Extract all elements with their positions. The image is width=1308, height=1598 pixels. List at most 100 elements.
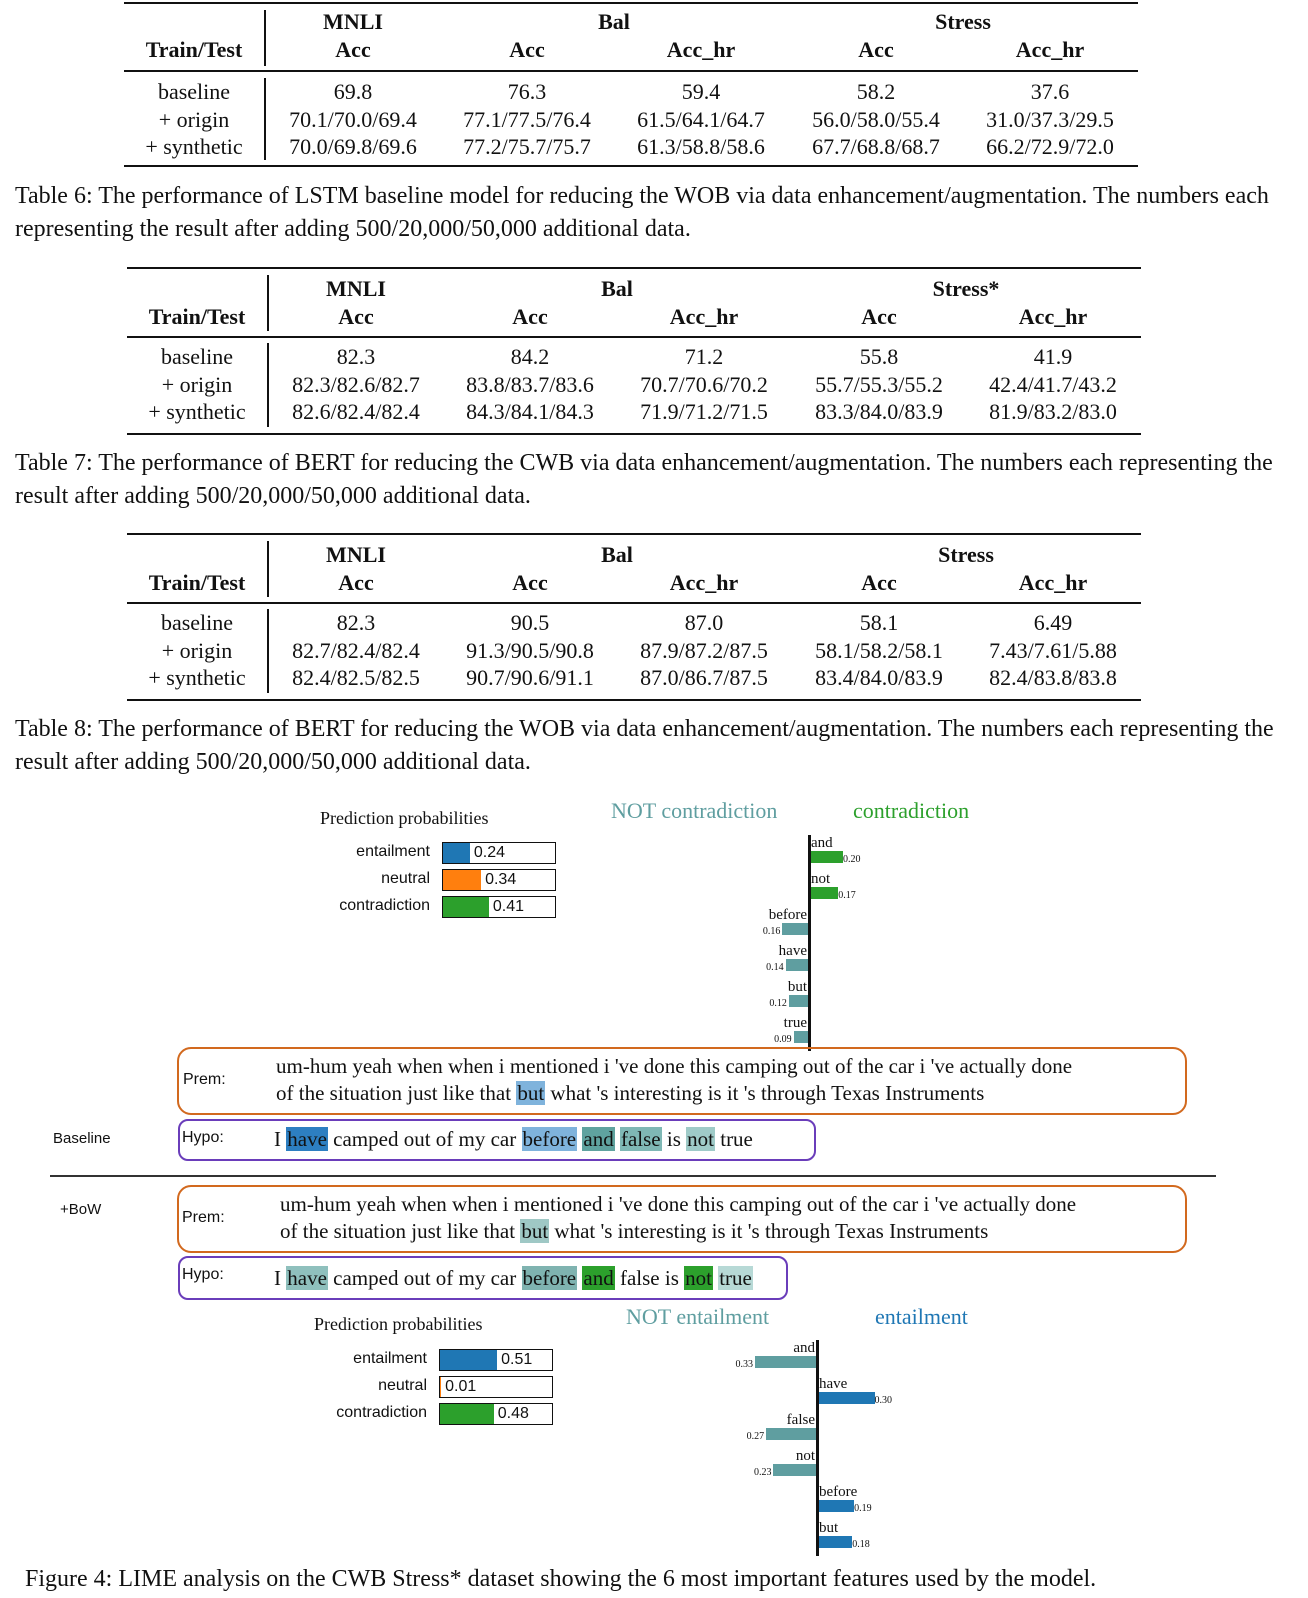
feature-weight: 0.30 <box>874 1395 893 1406</box>
premise-line-1: um-hum yeah when when i mentioned i 've … <box>280 1192 1077 1216</box>
feature-bar <box>785 959 808 971</box>
feature-bar <box>766 1428 816 1440</box>
probability-label: entailment <box>356 843 430 860</box>
table-cell: 83.8/83.7/83.6 <box>466 371 594 397</box>
row-label: baseline <box>160 344 234 369</box>
lime-axis <box>816 1340 819 1556</box>
table-cell: 76.3 <box>507 79 547 104</box>
table-cell: 67.7/68.8/68.7 <box>812 134 940 159</box>
hypothesis-box: Hypo: I have camped out of my car before… <box>178 1119 816 1161</box>
row-label: + synthetic <box>145 134 243 159</box>
bottom-rule <box>127 433 1141 435</box>
column-divider <box>267 343 269 427</box>
row-label: baseline <box>160 610 234 635</box>
column-divider <box>264 78 266 160</box>
highlighted-token: false <box>619 1127 662 1151</box>
table-cell: 37.6 <box>1030 79 1070 104</box>
header-mnli: MNLI <box>323 9 383 34</box>
row-label: + synthetic <box>148 399 246 424</box>
premise-text: of the situation just like that <box>276 1081 517 1105</box>
highlighted-token: before <box>521 1127 578 1151</box>
lime-feature-chart: and 0.33 have 0.30 false 0.27 not 0.23 before 0.1… <box>700 1340 940 1556</box>
feature-weight: 0.20 <box>843 854 861 865</box>
premise-line-2: of the situation just like that but what… <box>276 1080 984 1107</box>
bottom-rule <box>124 165 1138 167</box>
feature-word: before <box>768 907 807 923</box>
feature-weight: 0.27 <box>746 1431 765 1442</box>
header-acc-hr: Acc_hr <box>1018 570 1088 595</box>
header-mnli: MNLI <box>326 276 386 301</box>
premise-label: Prem: <box>183 1071 226 1088</box>
top-rule <box>124 2 1138 4</box>
probability-bar: 0.01 <box>439 1376 553 1398</box>
token: I <box>274 1127 281 1151</box>
probability-fill <box>440 1404 494 1424</box>
highlight-but: but <box>520 1219 550 1243</box>
probability-value: 0.24 <box>473 844 506 861</box>
table-cell: 83.4/84.0/83.9 <box>815 665 943 690</box>
table-cell: 82.3/82.6/82.7 <box>292 371 420 397</box>
header-bal: Bal <box>601 276 633 301</box>
header-train-test: Train/Test <box>145 37 243 62</box>
probability-fill <box>443 843 470 863</box>
feature-bar <box>793 1031 808 1043</box>
mid-rule <box>124 70 1138 72</box>
table-cell: 66.2/72.9/72.0 <box>986 134 1114 159</box>
row-label: baseline <box>157 79 231 104</box>
table-cell: 41.9 <box>1033 344 1073 369</box>
header-stress: Stress <box>938 542 994 567</box>
lime-axis <box>808 835 811 1051</box>
token: is <box>666 1127 681 1151</box>
header-acc: Acc <box>861 570 897 595</box>
table-cell: 81.9/83.2/83.0 <box>989 399 1117 424</box>
table-cell: 59.4 <box>681 79 721 104</box>
table-cell: 82.3 <box>336 344 376 369</box>
class-not-label: NOT entailment <box>626 1304 770 1329</box>
table-caption: Table 8: The performance of BERT for red… <box>15 716 1274 775</box>
feature-bar <box>819 1392 875 1404</box>
probability-bar: 0.34 <box>442 869 556 891</box>
class-label: entailment <box>875 1304 968 1329</box>
feature-weight: 0.19 <box>854 1503 872 1514</box>
highlighted-token: true <box>718 1266 753 1290</box>
table-cell: 91.3/90.5/90.8 <box>466 637 594 663</box>
feature-word: false <box>786 1412 815 1428</box>
highlighted-token: not <box>686 1127 715 1151</box>
header-acc: Acc <box>861 304 897 329</box>
header-acc: Acc <box>338 570 374 595</box>
table-cell: 82.6/82.4/82.4 <box>292 399 420 424</box>
header-stress: Stress* <box>932 276 1000 301</box>
table-cell: 70.1/70.0/69.4 <box>289 106 417 132</box>
feature-weight: 0.14 <box>766 962 784 973</box>
row-label: + origin <box>161 637 233 663</box>
table-cell: 42.4/41.7/43.2 <box>989 371 1117 397</box>
header-acc-hr: Acc_hr <box>669 304 739 329</box>
bow-label: +BoW <box>60 1201 102 1218</box>
feature-word: not <box>795 1448 815 1464</box>
table-cell: 58.1/58.2/58.1 <box>815 637 943 663</box>
table-cell: 90.5 <box>510 610 550 635</box>
feature-weight: 0.09 <box>774 1034 792 1045</box>
table-cell: 55.8 <box>859 344 899 369</box>
table-cell: 84.2 <box>510 344 550 369</box>
row-label: + origin <box>158 106 230 132</box>
table-caption: Table 6: The performance of LSTM baselin… <box>15 183 1269 242</box>
table-cell: 61.3/58.8/58.6 <box>637 134 765 159</box>
probability-value: 0.51 <box>501 1351 533 1368</box>
probability-fill <box>440 1350 498 1370</box>
probability-label: neutral <box>378 1377 427 1394</box>
feature-weight: 0.16 <box>762 926 781 937</box>
highlighted-token: have <box>286 1127 328 1151</box>
highlighted-token: and <box>582 1266 615 1290</box>
highlighted-token: before <box>521 1266 578 1290</box>
premise-text: of the situation just like that <box>280 1219 521 1243</box>
premise-line-2: of the situation just like that but what… <box>280 1218 988 1245</box>
feature-bar <box>811 851 843 863</box>
table-cell: 31.0/37.3/29.5 <box>986 106 1114 132</box>
hypothesis-label: Hypo: <box>182 1266 224 1283</box>
probability-bar: 0.48 <box>439 1403 553 1425</box>
feature-word: have <box>819 1376 848 1392</box>
probability-bar: 0.24 <box>442 842 556 864</box>
feature-bar <box>773 1464 816 1476</box>
premise-box: Prem: um-hum yeah when when i mentioned … <box>177 1185 1187 1253</box>
